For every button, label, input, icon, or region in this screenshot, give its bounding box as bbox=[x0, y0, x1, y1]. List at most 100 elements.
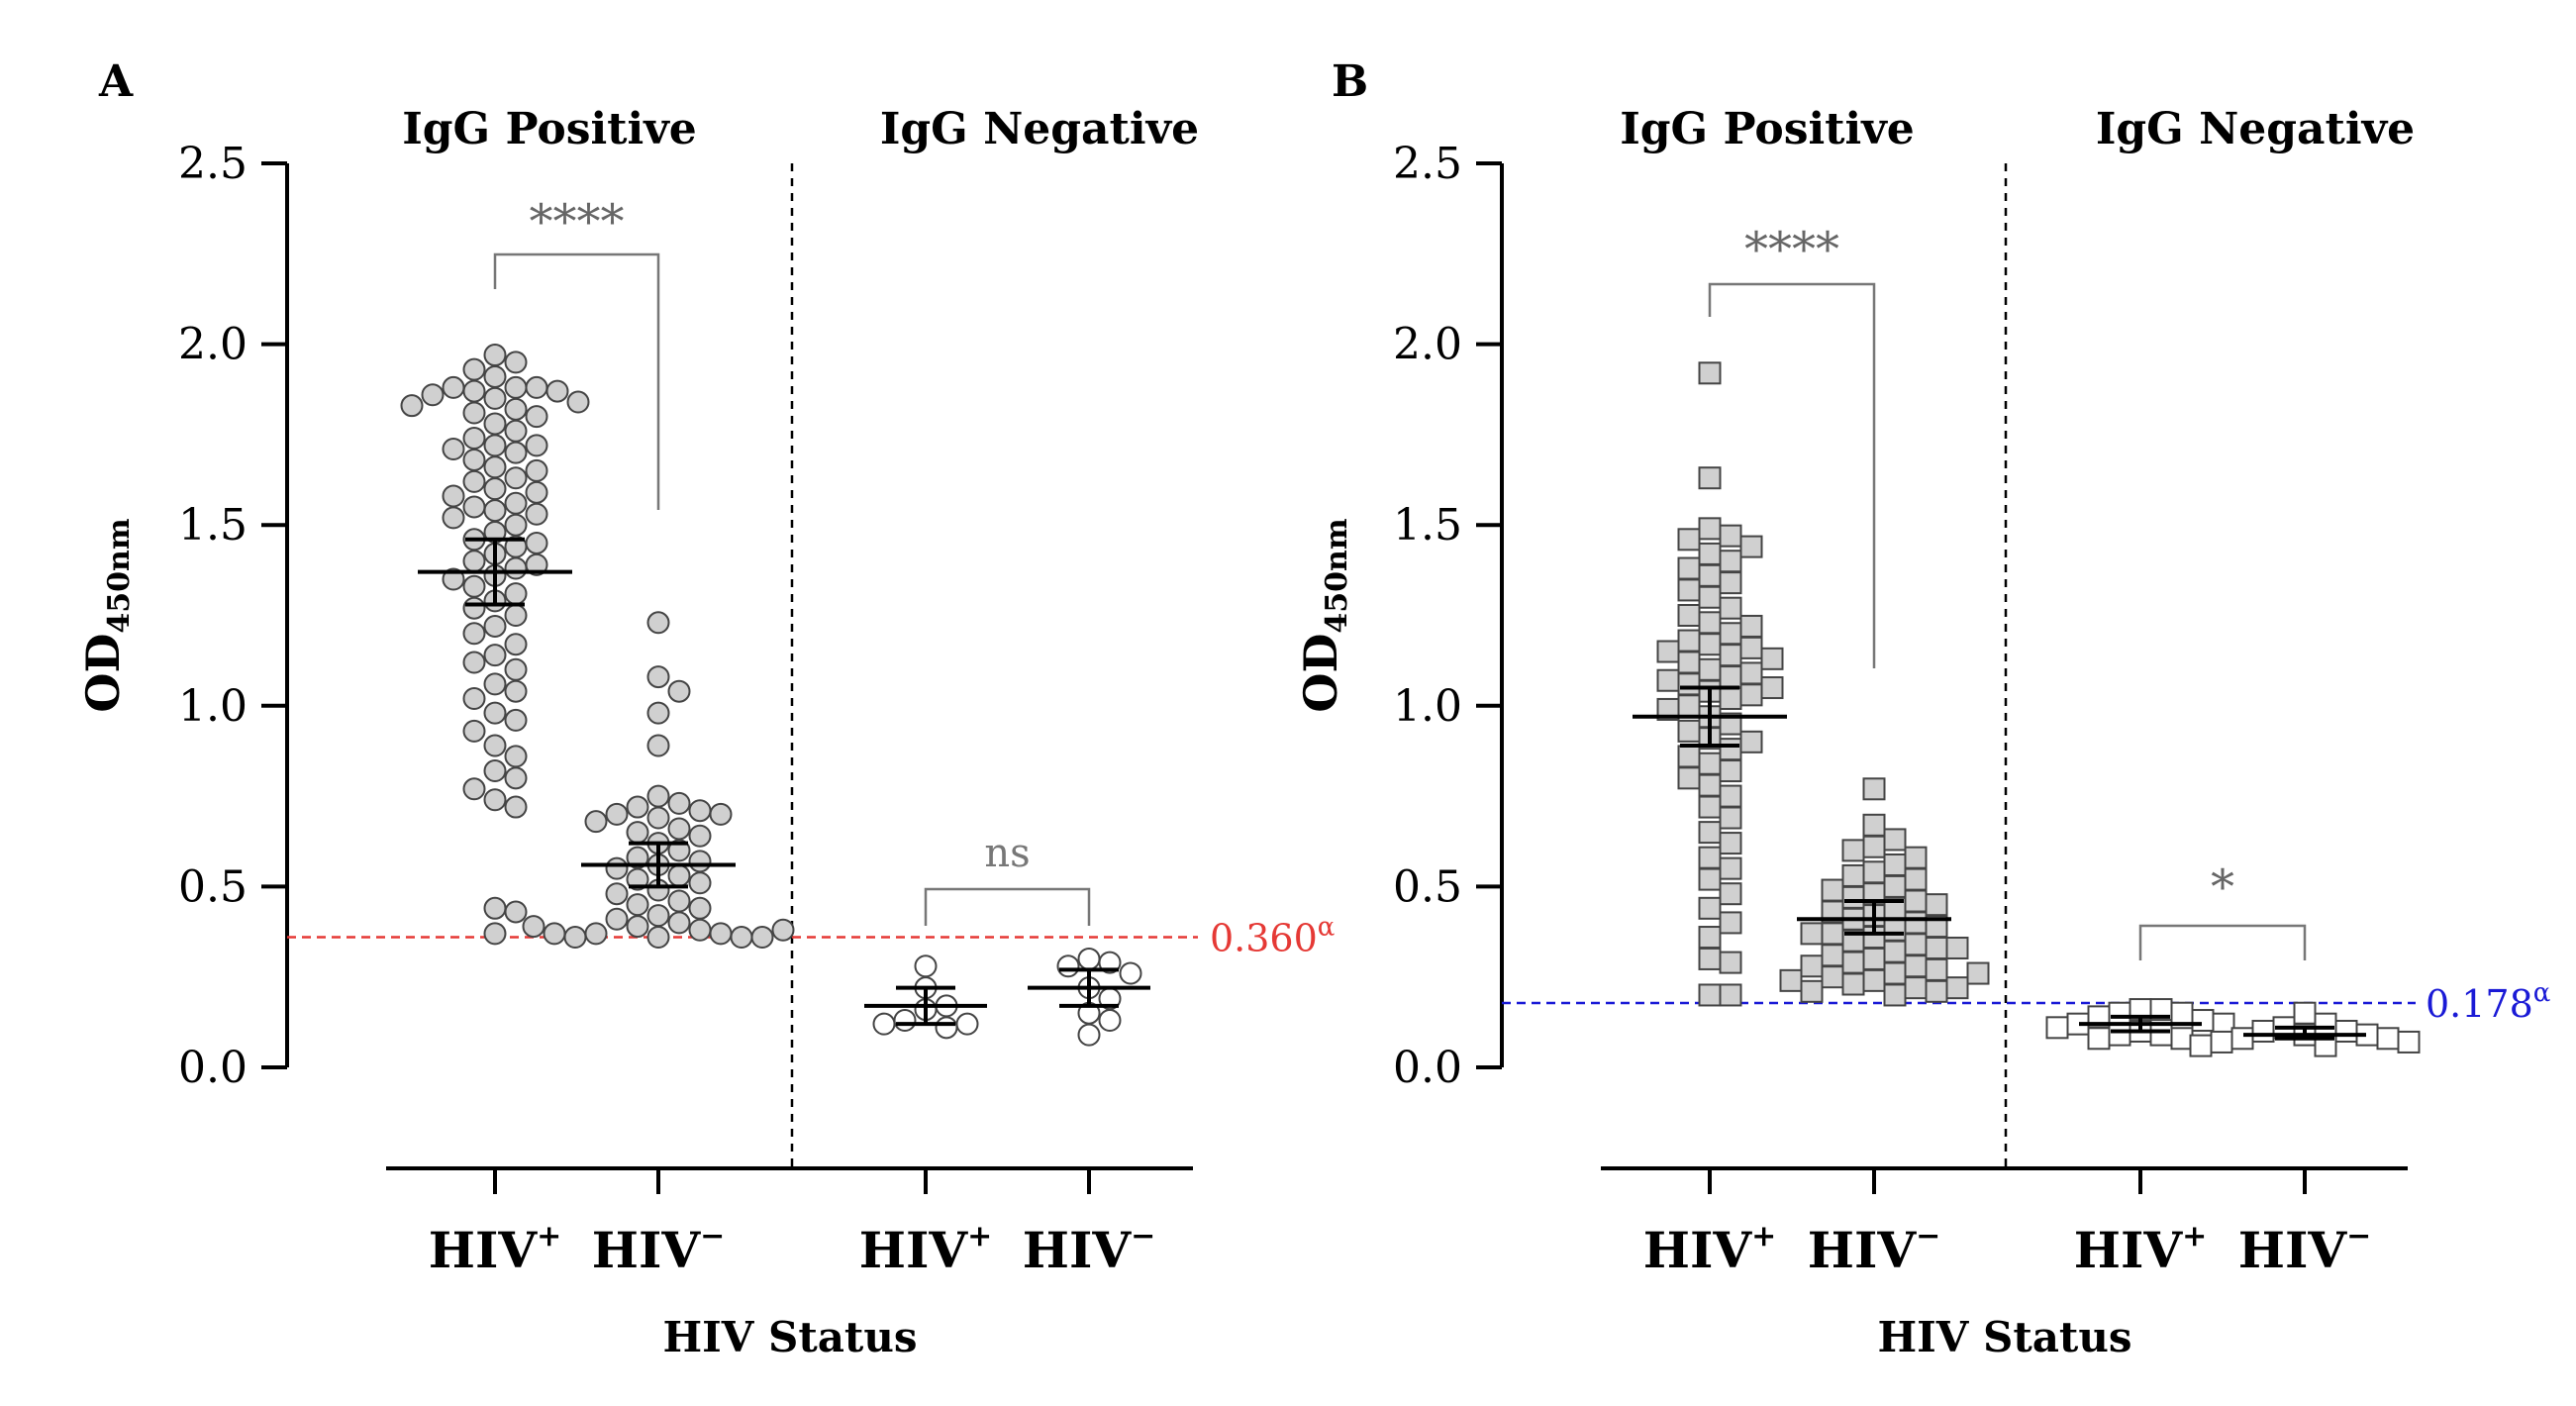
data-point bbox=[462, 596, 486, 620]
data-point bbox=[543, 922, 566, 946]
data-point bbox=[1904, 911, 1928, 935]
data-point bbox=[2170, 1027, 2194, 1051]
data-point bbox=[2108, 1001, 2131, 1025]
data-point bbox=[688, 824, 712, 848]
category-label: HIV− bbox=[1808, 1219, 1941, 1279]
data-point bbox=[483, 788, 507, 812]
y-tick-label: 0.0 bbox=[178, 1043, 248, 1093]
data-point bbox=[566, 390, 590, 414]
data-point bbox=[626, 915, 649, 939]
data-point bbox=[2397, 1030, 2421, 1054]
data-point bbox=[525, 375, 548, 399]
significance-label: ns bbox=[984, 831, 1030, 876]
data-point bbox=[1698, 926, 1722, 950]
data-point bbox=[504, 708, 528, 732]
data-point bbox=[1677, 578, 1701, 602]
data-point bbox=[1698, 896, 1722, 920]
data-point bbox=[2170, 1001, 2194, 1025]
data-point bbox=[1904, 954, 1928, 978]
data-point bbox=[483, 477, 507, 501]
significance-label: **** bbox=[1744, 222, 1839, 277]
data-point bbox=[1077, 947, 1101, 970]
data-point bbox=[1698, 563, 1722, 587]
cutoff-label: 0.360α bbox=[1210, 913, 1335, 960]
data-point bbox=[2087, 1027, 2111, 1051]
y-tick-label: 0.0 bbox=[1393, 1043, 1462, 1093]
data-point bbox=[1677, 528, 1701, 552]
data-point bbox=[504, 679, 528, 703]
data-point bbox=[667, 679, 691, 703]
data-point bbox=[483, 386, 507, 410]
data-point bbox=[1656, 640, 1680, 663]
data-point bbox=[504, 351, 528, 374]
data-point bbox=[1841, 951, 1865, 974]
data-point bbox=[709, 922, 733, 946]
data-point bbox=[1883, 940, 1907, 963]
data-point bbox=[1677, 694, 1701, 718]
data-point bbox=[2210, 1030, 2233, 1054]
data-point bbox=[688, 799, 712, 823]
data-point bbox=[1698, 983, 1722, 1007]
data-point bbox=[1719, 524, 1742, 548]
data-point bbox=[442, 506, 465, 530]
data-point bbox=[1698, 633, 1722, 656]
data-point bbox=[1677, 651, 1701, 674]
group-title: IgG Negative bbox=[2096, 104, 2415, 154]
data-point bbox=[1841, 972, 1865, 996]
data-point bbox=[1656, 668, 1680, 692]
data-point bbox=[2334, 1019, 2358, 1043]
category-label: HIV+ bbox=[2074, 1219, 2208, 1279]
data-point bbox=[872, 1012, 896, 1036]
significance-label: **** bbox=[530, 194, 625, 250]
data-point bbox=[2149, 1023, 2173, 1047]
data-point bbox=[462, 686, 486, 710]
data-point bbox=[667, 863, 691, 887]
data-point bbox=[504, 604, 528, 627]
data-point bbox=[504, 745, 528, 768]
y-tick-label: 2.5 bbox=[1393, 139, 1462, 189]
data-point bbox=[462, 719, 486, 743]
group-title: IgG Positive bbox=[402, 104, 697, 154]
data-point bbox=[525, 531, 548, 554]
data-point bbox=[1698, 542, 1722, 565]
data-point bbox=[1677, 719, 1701, 743]
data-point bbox=[504, 657, 528, 681]
data-point bbox=[1719, 856, 1742, 880]
cutoff-label: 0.178α bbox=[2426, 978, 2550, 1026]
data-point bbox=[1656, 697, 1680, 721]
data-point bbox=[1719, 712, 1742, 736]
data-point bbox=[1677, 629, 1701, 653]
data-point bbox=[955, 1012, 979, 1036]
panel-b: B 0.0 0.5 1.0 1.5 2.0 2.5 OD450nm 0.178α IgG Posi… bbox=[1294, 56, 2550, 1361]
data-point bbox=[1719, 832, 1742, 855]
data-point bbox=[1719, 738, 1742, 761]
data-point bbox=[1925, 979, 1948, 1003]
data-point bbox=[400, 394, 424, 418]
data-point bbox=[1698, 517, 1722, 541]
data-point bbox=[2230, 1027, 2254, 1051]
data-point bbox=[525, 434, 548, 457]
data-point bbox=[462, 651, 486, 674]
category-label: HIV− bbox=[2238, 1219, 2372, 1279]
data-point bbox=[1077, 1023, 1101, 1047]
data-point bbox=[1098, 1009, 1122, 1033]
data-point bbox=[442, 375, 465, 399]
significance-bracket bbox=[2138, 924, 2307, 960]
data-point bbox=[504, 397, 528, 421]
data-point bbox=[1056, 954, 1080, 978]
y-tick-label: 1.0 bbox=[1393, 681, 1462, 732]
data-point bbox=[584, 810, 608, 834]
data-point bbox=[1677, 672, 1701, 696]
data-point bbox=[442, 484, 465, 508]
data-point bbox=[483, 644, 507, 667]
data-point bbox=[2293, 1001, 2317, 1025]
data-point bbox=[1719, 882, 1742, 906]
data-point bbox=[525, 458, 548, 482]
data-point bbox=[1945, 976, 1969, 1000]
data-point bbox=[2376, 1027, 2400, 1051]
data-point bbox=[1904, 976, 1928, 1000]
data-point bbox=[1883, 961, 1907, 985]
data-point bbox=[646, 734, 670, 757]
data-point bbox=[1862, 813, 1886, 837]
